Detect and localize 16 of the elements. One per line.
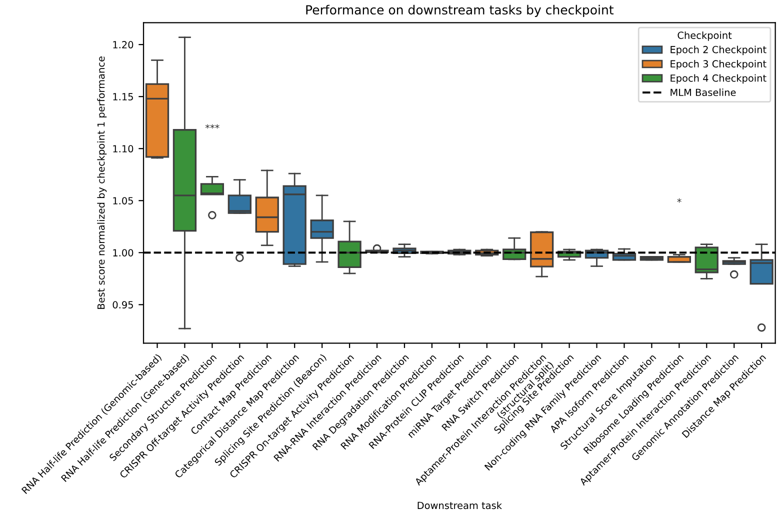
annotation: * xyxy=(677,198,682,203)
x-axis-title: Downstream task xyxy=(418,502,502,510)
y-tick-label: 0.95 xyxy=(112,301,133,308)
legend-title: Checkpoint xyxy=(678,31,732,41)
y-axis-title: Best score normalized by checkpoint 1 performance xyxy=(97,56,107,309)
y-tick-label: 1.05 xyxy=(113,197,133,204)
chart-title: Performance on downstream tasks by checkpoint xyxy=(306,4,614,17)
legend-label: MLM Baseline xyxy=(670,88,736,96)
legend-label: Epoch 4 Checkpoint xyxy=(670,74,766,84)
y-tick-label: 1.15 xyxy=(113,93,133,100)
y-tick-label: 1.00 xyxy=(113,249,134,256)
y-tick-label: 1.20 xyxy=(113,41,134,48)
legend-label: Epoch 3 Checkpoint xyxy=(670,60,766,70)
legend-label: Epoch 2 Checkpoint xyxy=(670,46,766,56)
y-tick-label: 1.10 xyxy=(113,145,134,152)
annotation: *** xyxy=(205,124,220,129)
